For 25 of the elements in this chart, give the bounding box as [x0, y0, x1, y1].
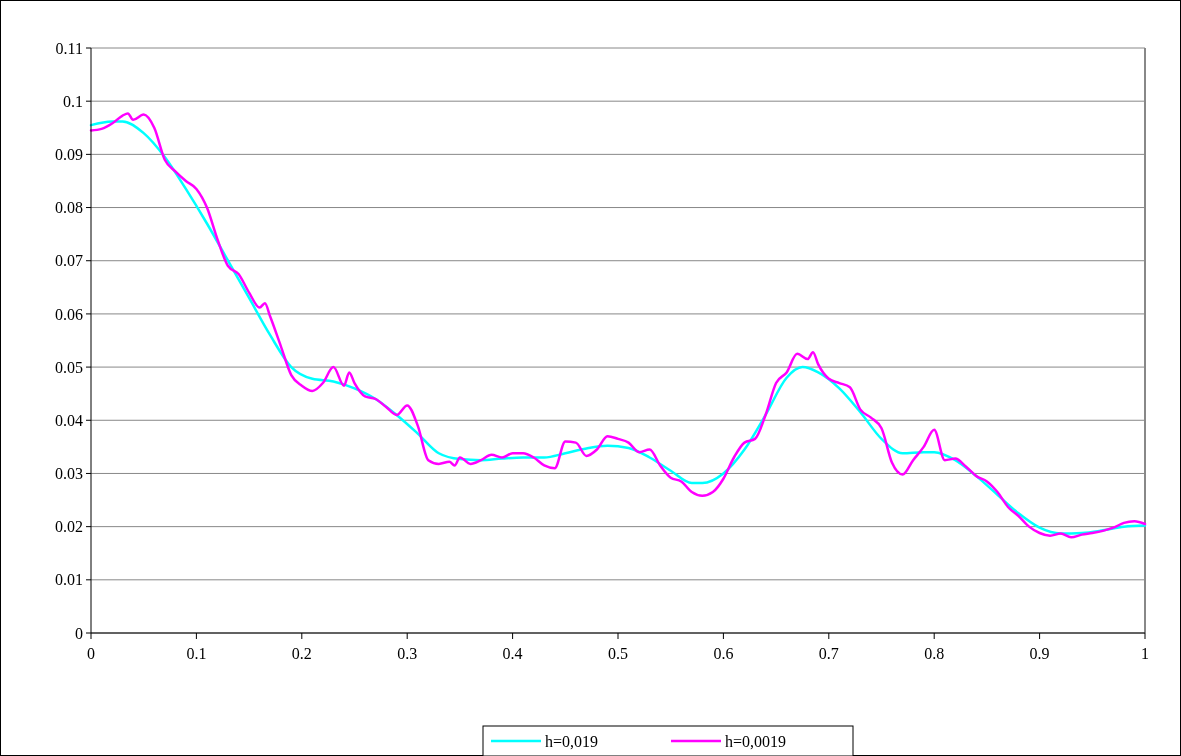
y-tick-label: 0.01: [55, 571, 83, 589]
y-tick-label: 0.11: [55, 39, 83, 57]
x-tick-label: 0.9: [1029, 645, 1050, 662]
x-tick-label: 0.5: [608, 645, 628, 662]
legend-label: h=0,0019: [725, 732, 787, 750]
y-tick-label: 0.09: [55, 145, 83, 163]
y-tick-label: 0.03: [55, 465, 83, 483]
x-tick-label: 0.4: [502, 645, 523, 662]
y-tick-label: 0.1: [63, 92, 83, 110]
x-tick-label: 0.2: [291, 645, 312, 662]
x-tick-label: 0.1: [186, 645, 207, 662]
x-tick-label: 0.6: [713, 645, 734, 662]
y-tick-label: 0.06: [55, 305, 83, 323]
y-tick-label: 0.08: [55, 199, 83, 217]
x-tick-label: 0: [87, 645, 95, 662]
x-tick-label: 0.7: [818, 645, 839, 662]
y-tick-label: 0.02: [55, 518, 83, 536]
x-tick-label: 0.3: [397, 645, 418, 662]
x-tick-label: 0.8: [924, 645, 945, 662]
legend-label: h=0,019: [545, 732, 599, 750]
y-tick-label: 0.04: [55, 411, 83, 429]
y-tick-label: 0.07: [55, 252, 83, 270]
y-tick-label: 0.05: [55, 358, 83, 376]
y-tick-label: 0: [75, 624, 83, 642]
x-tick-label: 1: [1141, 645, 1149, 662]
